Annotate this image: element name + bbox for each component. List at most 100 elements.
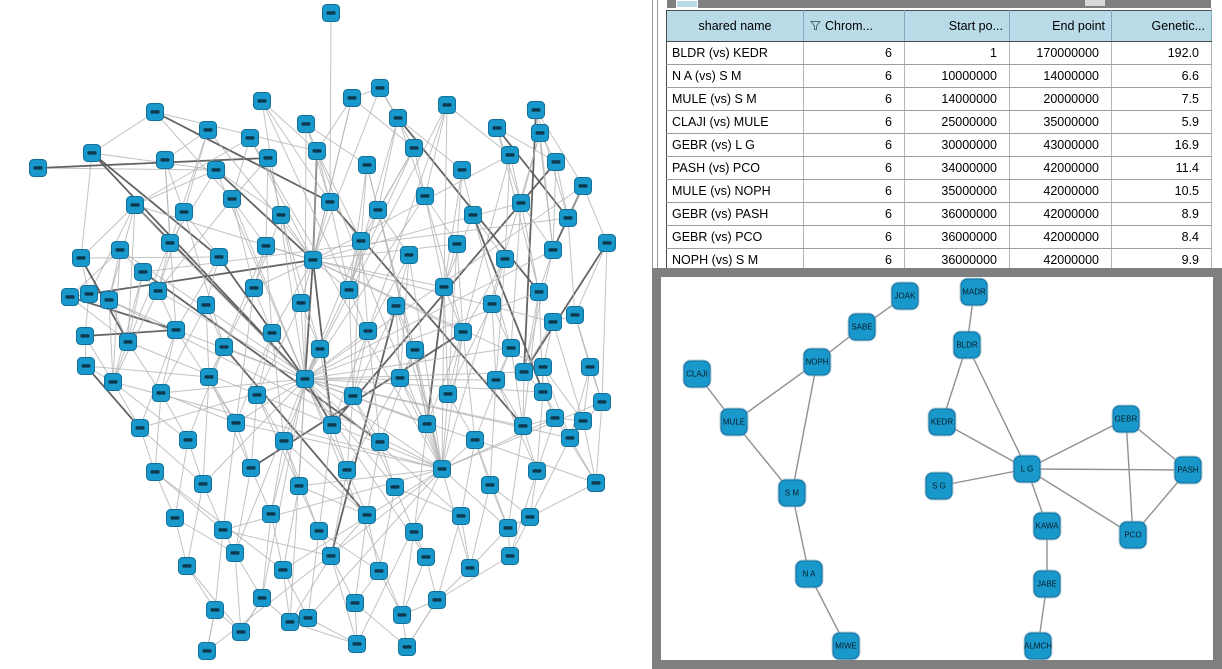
network-node-jabe[interactable]: JABE bbox=[1033, 570, 1061, 598]
cell-value[interactable]: 6 bbox=[803, 133, 905, 157]
network-node-kedr[interactable]: KEDR bbox=[928, 408, 956, 436]
vertical-scrollbar[interactable] bbox=[652, 0, 667, 268]
cell-value[interactable]: 6 bbox=[803, 41, 905, 65]
node-label-glyph bbox=[505, 153, 515, 157]
cell-value[interactable]: 20000000 bbox=[1009, 87, 1112, 111]
network-node-noph[interactable]: NOPH bbox=[803, 348, 831, 376]
node-label-glyph bbox=[198, 482, 208, 486]
column-header-end-point[interactable]: End point bbox=[1009, 10, 1112, 42]
network-node-madr[interactable]: MADR bbox=[960, 278, 988, 306]
cell-value[interactable]: 6 bbox=[803, 248, 905, 272]
cell-value[interactable]: 30000000 bbox=[904, 133, 1010, 157]
cell-value[interactable]: 1 bbox=[904, 41, 1010, 65]
node-label-glyph bbox=[503, 526, 513, 530]
cell-shared-name[interactable]: PASH (vs) PCO bbox=[666, 156, 804, 180]
cell-value[interactable]: 170000000 bbox=[1009, 41, 1112, 65]
cell-value[interactable]: 42000000 bbox=[1009, 225, 1112, 249]
cell-value[interactable]: 7.5 bbox=[1111, 87, 1212, 111]
table-row[interactable]: GEBR (vs) PASH 6 36000000 42000000 8.9 bbox=[666, 202, 1212, 226]
cell-value[interactable]: 42000000 bbox=[1009, 248, 1112, 272]
cell-value[interactable]: 10000000 bbox=[904, 64, 1010, 88]
cell-value[interactable]: 42000000 bbox=[1009, 202, 1112, 226]
network-node-s-m[interactable]: S M bbox=[778, 479, 806, 507]
cell-value[interactable]: 5.9 bbox=[1111, 110, 1212, 134]
network-node-claji[interactable]: CLAJI bbox=[683, 360, 711, 388]
cell-value[interactable]: 14000000 bbox=[904, 87, 1010, 111]
cell-shared-name[interactable]: MULE (vs) NOPH bbox=[666, 179, 804, 203]
network-node-kawa[interactable]: KAWA bbox=[1033, 512, 1061, 540]
cell-shared-name[interactable]: MULE (vs) S M bbox=[666, 87, 804, 111]
column-header-shared-name[interactable]: shared name bbox=[666, 10, 804, 42]
scrollbar-thumb[interactable] bbox=[1085, 0, 1105, 6]
cell-value[interactable]: 6 bbox=[803, 64, 905, 88]
network-node-pash[interactable]: PASH bbox=[1174, 456, 1202, 484]
table-row[interactable]: GEBR (vs) PCO 6 36000000 42000000 8.4 bbox=[666, 225, 1212, 249]
network-node-mule[interactable]: MULE bbox=[720, 408, 748, 436]
node-label-glyph bbox=[245, 136, 255, 140]
column-header-genetic-[interactable]: Genetic... bbox=[1111, 10, 1212, 42]
network-node-joak[interactable]: JOAK bbox=[891, 282, 919, 310]
table-row[interactable]: NOPH (vs) S M 6 36000000 42000000 9.9 bbox=[666, 248, 1212, 272]
cell-value[interactable]: 11.4 bbox=[1111, 156, 1212, 180]
cell-shared-name[interactable]: CLAJI (vs) MULE bbox=[666, 110, 804, 134]
vertical-scrollbar[interactable] bbox=[1211, 0, 1222, 268]
cell-value[interactable]: 36000000 bbox=[904, 225, 1010, 249]
overview-network-canvas[interactable] bbox=[0, 0, 652, 669]
network-node-sabe[interactable]: SABE bbox=[848, 313, 876, 341]
cell-value[interactable]: 6.6 bbox=[1111, 64, 1212, 88]
node-label-glyph bbox=[350, 601, 360, 605]
network-node-gebr[interactable]: GEBR bbox=[1112, 405, 1140, 433]
network-node-n-a[interactable]: N A bbox=[795, 560, 823, 588]
cell-value[interactable]: 43000000 bbox=[1009, 133, 1112, 157]
cell-value[interactable]: 6 bbox=[803, 156, 905, 180]
table-row[interactable]: MULE (vs) NOPH 6 35000000 42000000 10.5 bbox=[666, 179, 1212, 203]
filter-funnel-icon[interactable] bbox=[809, 20, 822, 34]
node-label-glyph bbox=[252, 393, 262, 397]
cell-value[interactable]: 6 bbox=[803, 202, 905, 226]
table-row[interactable]: PASH (vs) PCO 6 34000000 42000000 11.4 bbox=[666, 156, 1212, 180]
panel-tab[interactable] bbox=[676, 0, 698, 8]
network-node-almch[interactable]: ALMCH bbox=[1024, 632, 1052, 660]
cell-value[interactable]: 192.0 bbox=[1111, 41, 1212, 65]
column-header-start-po-[interactable]: Start po... bbox=[904, 10, 1010, 42]
cell-value[interactable]: 8.4 bbox=[1111, 225, 1212, 249]
cell-value[interactable]: 35000000 bbox=[1009, 110, 1112, 134]
cell-shared-name[interactable]: BLDR (vs) KEDR bbox=[666, 41, 804, 65]
cell-value[interactable]: 16.9 bbox=[1111, 133, 1212, 157]
cell-value[interactable]: 6 bbox=[803, 179, 905, 203]
network-node-s-g[interactable]: S G bbox=[925, 472, 953, 500]
network-node-miwe[interactable]: MIWE bbox=[832, 632, 860, 660]
cell-value[interactable]: 36000000 bbox=[904, 202, 1010, 226]
cell-value[interactable]: 14000000 bbox=[1009, 64, 1112, 88]
cell-value[interactable]: 9.9 bbox=[1111, 248, 1212, 272]
cell-shared-name[interactable]: GEBR (vs) PASH bbox=[666, 202, 804, 226]
cell-value[interactable]: 6 bbox=[803, 225, 905, 249]
network-node-pco[interactable]: PCO bbox=[1119, 521, 1147, 549]
table-row[interactable]: BLDR (vs) KEDR 6 1 170000000 192.0 bbox=[666, 41, 1212, 65]
table-row[interactable]: CLAJI (vs) MULE 6 25000000 35000000 5.9 bbox=[666, 110, 1212, 134]
detail-network-canvas[interactable]: JOAK MADR SABE NOPH CLAJI BLDR MULE KEDR GEBR L G… bbox=[661, 277, 1213, 660]
node-label-glyph bbox=[375, 86, 385, 90]
cell-value[interactable]: 42000000 bbox=[1009, 179, 1112, 203]
cell-value[interactable]: 25000000 bbox=[904, 110, 1010, 134]
cell-value[interactable]: 8.9 bbox=[1111, 202, 1212, 226]
column-header-chrom-[interactable]: Chrom... bbox=[803, 10, 905, 42]
node-label-glyph bbox=[491, 378, 501, 382]
table-row[interactable]: GEBR (vs) L G 6 30000000 43000000 16.9 bbox=[666, 133, 1212, 157]
cell-value[interactable]: 35000000 bbox=[904, 179, 1010, 203]
cell-shared-name[interactable]: GEBR (vs) L G bbox=[666, 133, 804, 157]
network-node-bldr[interactable]: BLDR bbox=[953, 331, 981, 359]
network-node-l-g[interactable]: L G bbox=[1013, 455, 1041, 483]
cell-value[interactable]: 6 bbox=[803, 87, 905, 111]
cell-value[interactable]: 10.5 bbox=[1111, 179, 1212, 203]
cell-value[interactable]: 6 bbox=[803, 110, 905, 134]
node-label-glyph bbox=[347, 96, 357, 100]
cell-value[interactable]: 42000000 bbox=[1009, 156, 1112, 180]
node-label-glyph bbox=[218, 528, 228, 532]
node-label-glyph bbox=[204, 375, 214, 379]
cell-shared-name[interactable]: GEBR (vs) PCO bbox=[666, 225, 804, 249]
table-row[interactable]: N A (vs) S M 6 10000000 14000000 6.6 bbox=[666, 64, 1212, 88]
table-row[interactable]: MULE (vs) S M 6 14000000 20000000 7.5 bbox=[666, 87, 1212, 111]
cell-shared-name[interactable]: N A (vs) S M bbox=[666, 64, 804, 88]
cell-value[interactable]: 34000000 bbox=[904, 156, 1010, 180]
